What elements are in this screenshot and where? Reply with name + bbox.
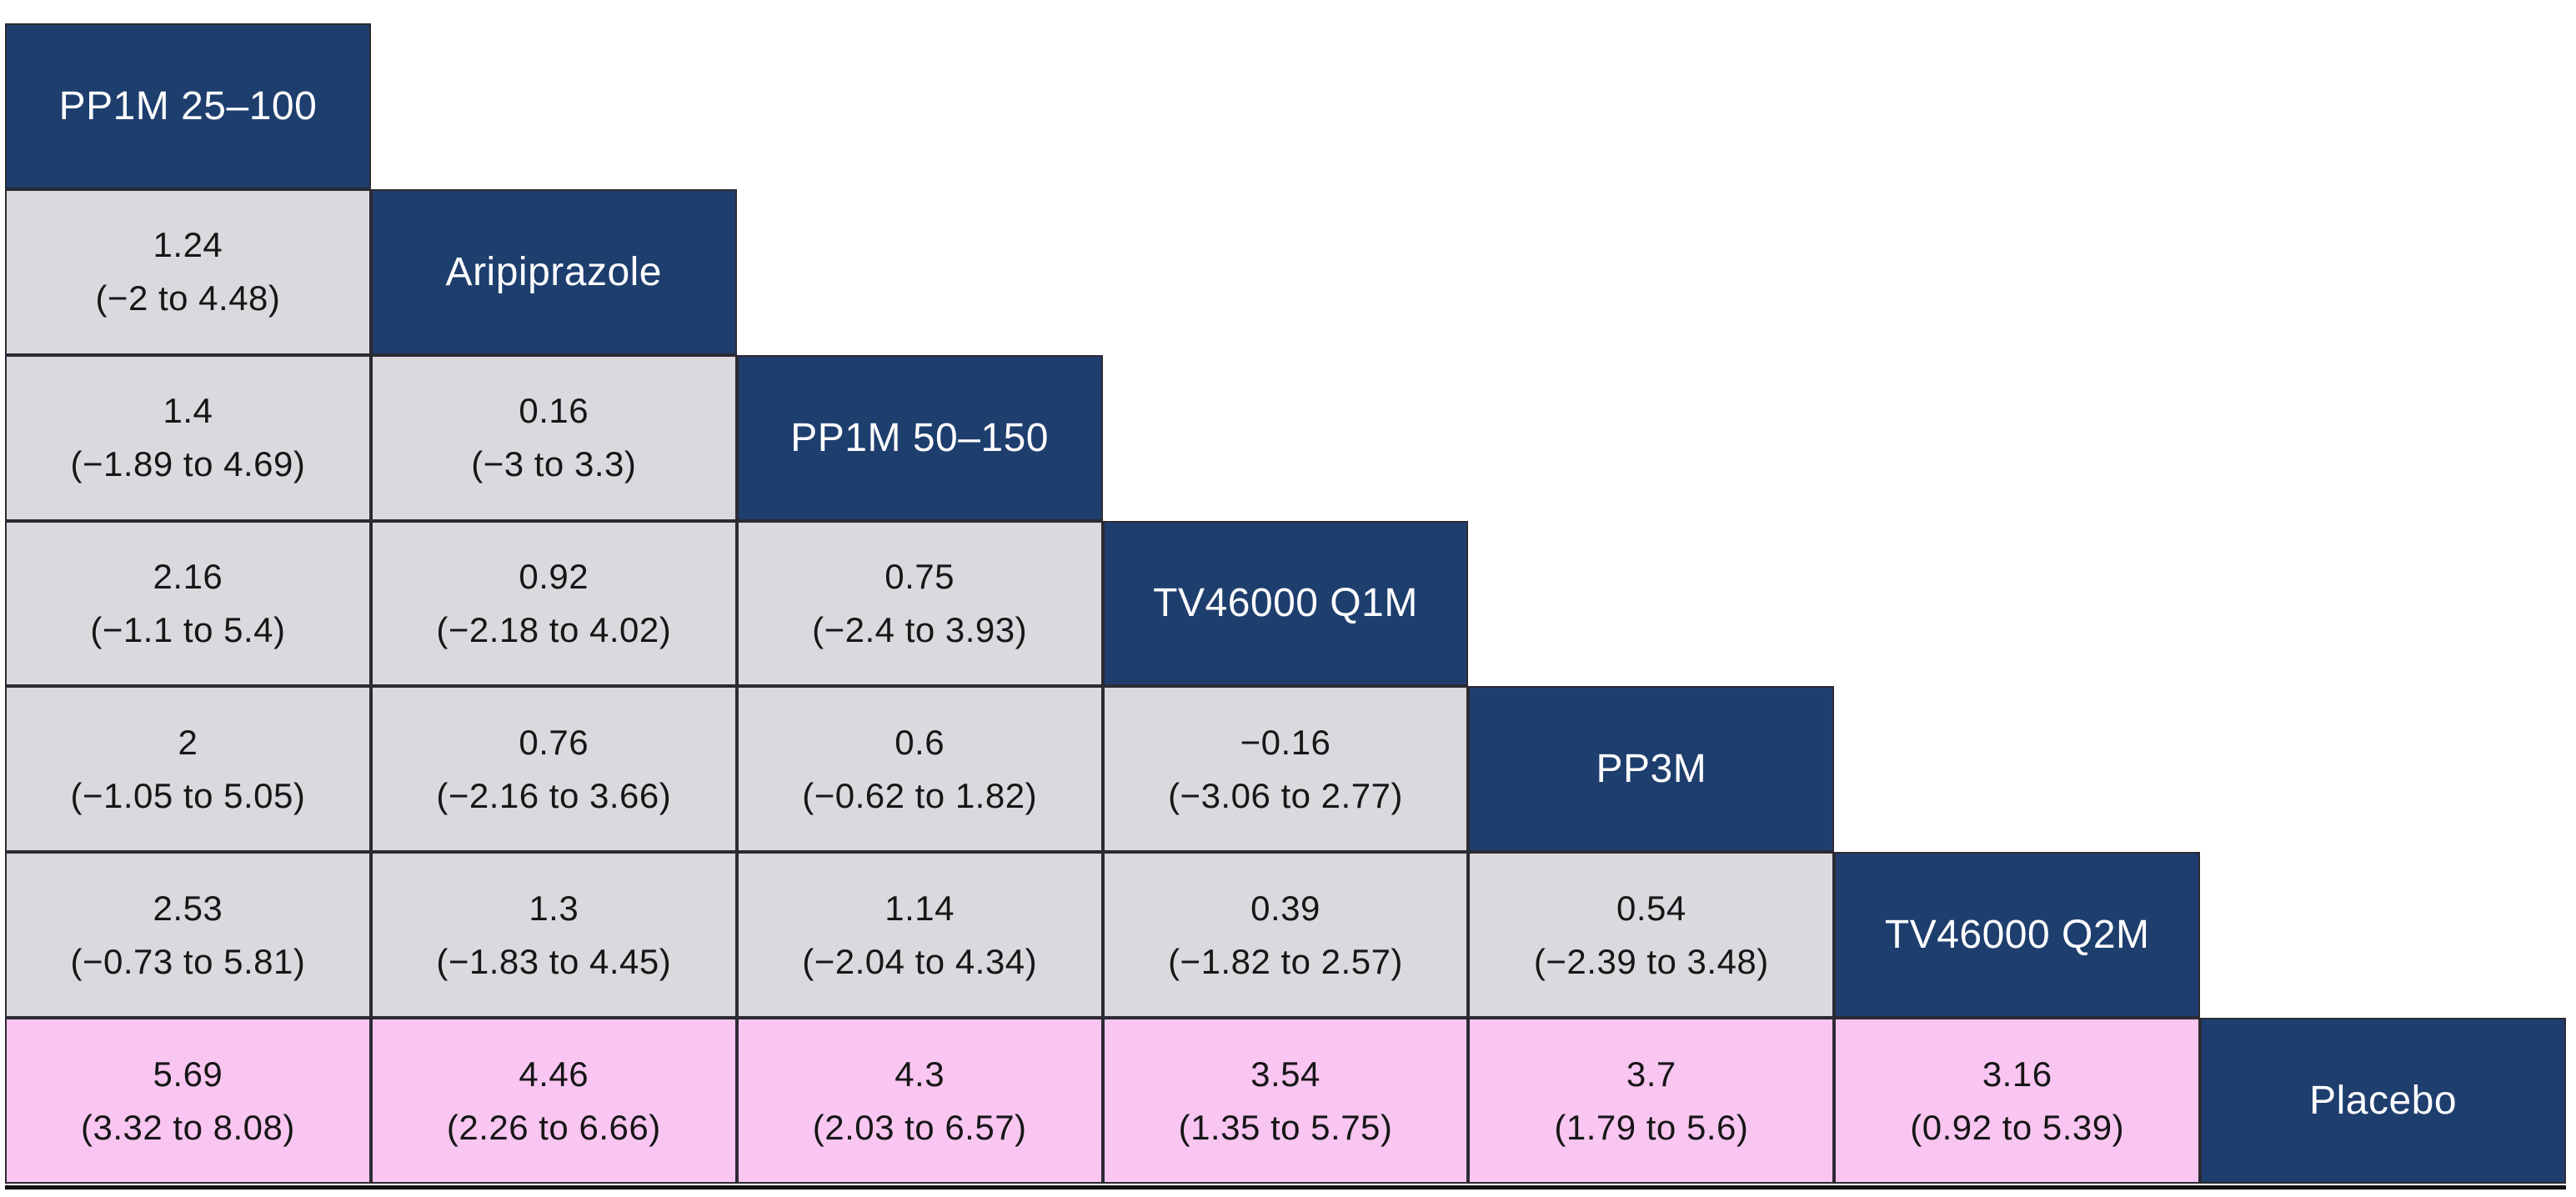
estimate: 0.54 <box>1616 888 1686 928</box>
treatment-cell-pp3m: PP3M <box>1468 686 1835 853</box>
credible-interval: (−3 to 3.3) <box>471 444 637 484</box>
estimate: 0.92 <box>519 556 589 596</box>
comparison-cell-vs-placebo: 3.7 (1.79 to 5.6) <box>1468 1018 1835 1184</box>
comparison-cell: 1.14 (−2.04 to 4.34) <box>736 852 1103 1019</box>
estimate: 0.76 <box>519 722 589 762</box>
credible-interval: (1.79 to 5.6) <box>1554 1107 1749 1147</box>
comparison-cell: 1.4 (−1.89 to 4.69) <box>5 354 371 521</box>
estimate: 0.39 <box>1250 888 1321 928</box>
comparison-cell: 0.76 (−2.16 to 3.66) <box>370 686 737 853</box>
estimate: 1.3 <box>529 888 579 928</box>
treatment-cell-pp1m-50-150: PP1M 50–150 <box>736 354 1103 521</box>
estimate: 2.53 <box>153 888 223 928</box>
estimate: 1.14 <box>885 888 955 928</box>
comparison-cell: 0.16 (−3 to 3.3) <box>370 354 737 521</box>
credible-interval: (−2.18 to 4.02) <box>436 609 672 649</box>
credible-interval: (−3.06 to 2.77) <box>1168 775 1403 815</box>
comparison-cell: 0.92 (−2.18 to 4.02) <box>370 520 737 687</box>
credible-interval: (−2.04 to 4.34) <box>802 941 1038 981</box>
estimate: 0.6 <box>895 722 945 762</box>
comparison-cell: 0.75 (−2.4 to 3.93) <box>736 520 1103 687</box>
estimate: 1.4 <box>163 391 213 431</box>
comparison-cell: 2.16 (−1.1 to 5.4) <box>5 520 371 687</box>
treatment-cell-placebo: Placebo <box>2200 1018 2566 1184</box>
treatment-cell-aripiprazole: Aripiprazole <box>370 188 737 355</box>
comparison-cell: 2 (−1.05 to 5.05) <box>5 686 371 853</box>
credible-interval: (−0.73 to 5.81) <box>70 941 306 981</box>
credible-interval: (−2.4 to 3.93) <box>812 609 1028 649</box>
comparison-cell-vs-placebo: 3.54 (1.35 to 5.75) <box>1102 1018 1469 1184</box>
comparison-cell: 0.54 (−2.39 to 3.48) <box>1468 852 1835 1019</box>
credible-interval: (−1.89 to 4.69) <box>70 444 306 484</box>
league-table: PP1M 25–100 1.24 (−2 to 4.48) Aripiprazo… <box>5 23 2566 1189</box>
comparison-cell-vs-placebo: 4.3 (2.03 to 6.57) <box>736 1018 1103 1184</box>
estimate: 3.16 <box>1982 1054 2052 1094</box>
credible-interval: (2.26 to 6.66) <box>446 1107 661 1147</box>
comparison-cell-vs-placebo: 4.46 (2.26 to 6.66) <box>370 1018 737 1184</box>
credible-interval: (−1.82 to 2.57) <box>1168 941 1403 981</box>
comparison-cell: 0.39 (−1.82 to 2.57) <box>1102 852 1469 1019</box>
treatment-cell-tv46000-q2m: TV46000 Q2M <box>1834 852 2201 1019</box>
estimate: 4.46 <box>519 1054 589 1094</box>
comparison-cell: 0.6 (−0.62 to 1.82) <box>736 686 1103 853</box>
table-bottom-rule <box>5 1185 2566 1189</box>
credible-interval: (3.32 to 8.08) <box>81 1107 295 1147</box>
comparison-cell-vs-placebo: 5.69 (3.32 to 8.08) <box>5 1018 371 1184</box>
estimate: −0.16 <box>1240 722 1331 762</box>
credible-interval: (−0.62 to 1.82) <box>802 775 1038 815</box>
credible-interval: (0.92 to 5.39) <box>1910 1107 2125 1147</box>
estimate: 2 <box>178 722 198 762</box>
league-grid: PP1M 25–100 1.24 (−2 to 4.48) Aripiprazo… <box>5 23 2566 1184</box>
estimate: 0.16 <box>519 391 589 431</box>
credible-interval: (−1.1 to 5.4) <box>90 609 286 649</box>
estimate: 3.54 <box>1250 1054 1321 1094</box>
comparison-cell: 1.24 (−2 to 4.48) <box>5 188 371 355</box>
treatment-cell-tv46000-q1m: TV46000 Q1M <box>1102 520 1469 687</box>
treatment-cell-pp1m-25-100: PP1M 25–100 <box>5 23 371 189</box>
credible-interval: (2.03 to 6.57) <box>812 1107 1027 1147</box>
comparison-cell: 2.53 (−0.73 to 5.81) <box>5 852 371 1019</box>
credible-interval: (1.35 to 5.75) <box>1178 1107 1393 1147</box>
comparison-cell-vs-placebo: 3.16 (0.92 to 5.39) <box>1834 1018 2201 1184</box>
estimate: 2.16 <box>153 556 223 596</box>
estimate: 4.3 <box>895 1054 945 1094</box>
credible-interval: (−1.05 to 5.05) <box>70 775 306 815</box>
credible-interval: (−1.83 to 4.45) <box>436 941 672 981</box>
estimate: 3.7 <box>1626 1054 1676 1094</box>
estimate: 5.69 <box>153 1054 223 1094</box>
estimate: 0.75 <box>885 556 955 596</box>
credible-interval: (−2.39 to 3.48) <box>1533 941 1769 981</box>
comparison-cell: 1.3 (−1.83 to 4.45) <box>370 852 737 1019</box>
comparison-cell: −0.16 (−3.06 to 2.77) <box>1102 686 1469 853</box>
estimate: 1.24 <box>153 225 223 265</box>
credible-interval: (−2.16 to 3.66) <box>436 775 672 815</box>
credible-interval: (−2 to 4.48) <box>95 278 281 318</box>
